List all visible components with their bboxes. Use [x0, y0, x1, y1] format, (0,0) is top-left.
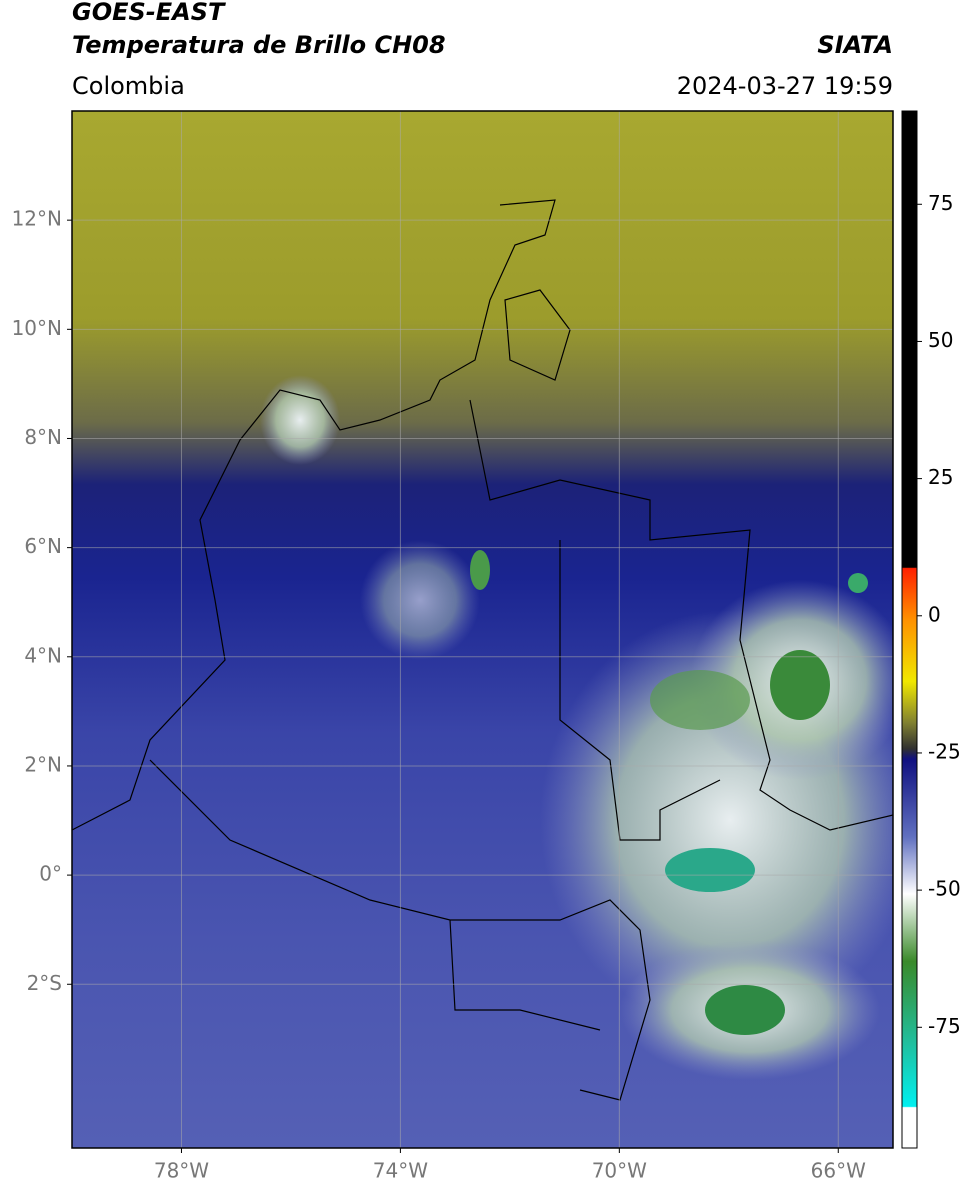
x-tick-label: 74°W [373, 1159, 428, 1183]
graticule [72, 111, 893, 1148]
y-tick-label: 2°S [27, 971, 62, 995]
source: SIATA [817, 31, 893, 59]
colorbar-tick-label: 50 [928, 328, 953, 352]
colorbar-tick-label: 75 [928, 191, 953, 215]
x-tick-label: 78°W [154, 1159, 209, 1183]
y-tick-label: 8°N [24, 425, 62, 449]
colorbar-tick-label: -50 [928, 877, 961, 901]
y-tick-label: 10°N [12, 316, 62, 340]
y-tick-label: 2°N [24, 752, 62, 776]
colorbar-tick-label: -25 [928, 739, 961, 763]
map-frame [71, 110, 894, 1149]
x-tick-label: 70°W [592, 1159, 647, 1183]
x-tick-label: 66°W [811, 1159, 866, 1183]
title: GOES-EAST [72, 0, 226, 26]
imagery [72, 111, 893, 1148]
y-tick-label: 0° [39, 862, 62, 886]
colorbar [901, 110, 918, 1149]
y-tick-label: 6°N [24, 534, 62, 558]
y-tick-label: 12°N [12, 207, 62, 231]
colorbar-tick-label: -75 [928, 1014, 961, 1038]
colorbar-tick-label: 0 [928, 602, 941, 626]
y-tick-label: 4°N [24, 643, 62, 667]
datetime: 2024-03-27 19:59 [677, 72, 893, 100]
subtitle: Temperatura de Brillo CH08 [72, 31, 446, 59]
region: Colombia [72, 72, 185, 100]
colorbar-tick-label: 25 [928, 465, 953, 489]
